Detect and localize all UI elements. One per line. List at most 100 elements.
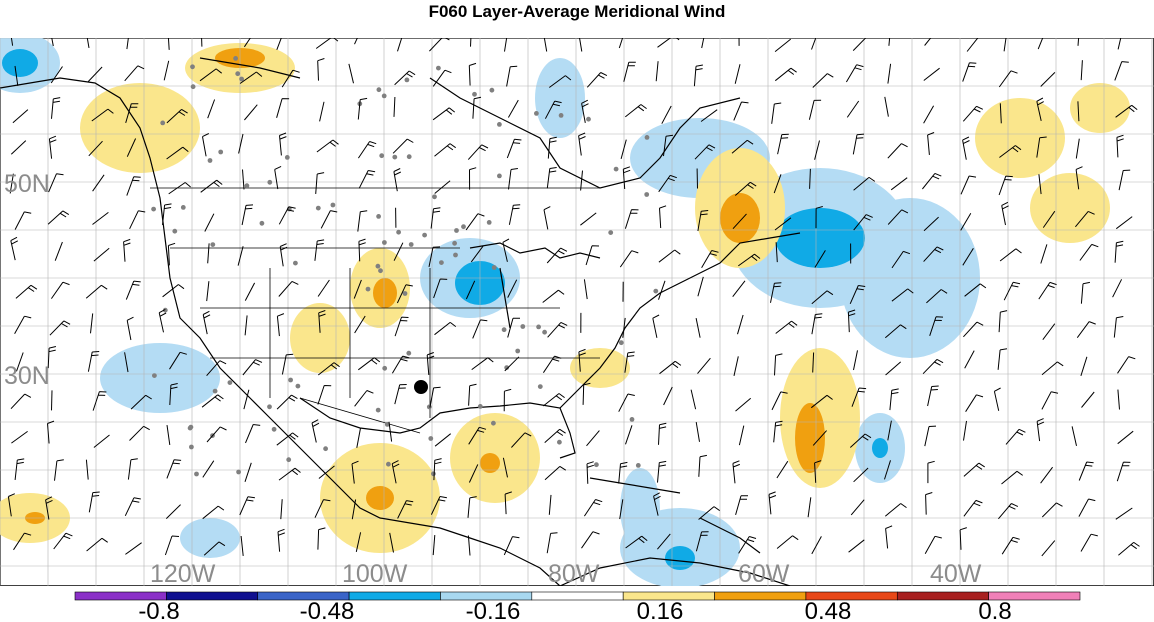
station-dot [382, 240, 387, 245]
station-dot [315, 205, 321, 211]
wind-barb [1036, 136, 1047, 158]
wind-barb [315, 38, 339, 49]
wind-barb [85, 459, 89, 480]
wind-barb [771, 391, 788, 411]
lat-label-50n: 50N [4, 170, 50, 198]
wind-barb [237, 246, 244, 266]
wind-barb [998, 310, 1008, 333]
wind-barb [430, 207, 441, 229]
wind-barb [922, 358, 944, 375]
wind-barb [244, 282, 256, 301]
colorbar-boxes [74, 591, 1081, 601]
wind-barb [15, 284, 38, 299]
wind-barb [964, 350, 975, 369]
wind-barb [624, 104, 647, 118]
wind-barb [1001, 201, 1009, 226]
wind-barb [53, 532, 73, 550]
wind-barb [357, 357, 381, 371]
wind-barb [543, 38, 548, 52]
wind-barb [433, 278, 448, 299]
wind-barb [1117, 38, 1122, 50]
wind-barb [661, 105, 672, 124]
wind-barb [811, 290, 834, 305]
station-dot [284, 155, 290, 160]
wind-barb [508, 168, 518, 190]
wind-barb [7, 493, 16, 517]
wind-barb [812, 430, 827, 446]
wind-barb [619, 499, 624, 520]
wind-barb [278, 280, 299, 297]
wind-barb [164, 535, 180, 556]
wind-barb [472, 319, 488, 339]
wind-barb [846, 100, 860, 118]
wind-barb [1117, 430, 1134, 445]
wind-barb [963, 462, 985, 477]
wind-barb [965, 394, 984, 412]
station-dot [608, 230, 614, 236]
wind-barb [1005, 428, 1026, 445]
wind-barb [929, 316, 944, 336]
negative-shade [620, 468, 660, 548]
wind-barb [625, 425, 633, 445]
wind-barb [434, 180, 451, 194]
wind-barb [1080, 356, 1088, 377]
station-dot [160, 120, 166, 126]
station-dot [491, 265, 497, 270]
wind-barb [51, 97, 61, 119]
wind-barb [278, 467, 301, 481]
wind-barb [1118, 169, 1131, 191]
wind-barb [775, 242, 778, 263]
wind-barb [124, 65, 145, 82]
wind-barb [166, 108, 188, 124]
station-dot [501, 327, 507, 333]
station-dot [381, 93, 387, 99]
wind-barb [426, 352, 435, 375]
wind-barb [394, 316, 409, 337]
wind-barb [1080, 60, 1083, 81]
wind-barb [93, 434, 110, 448]
station-dot [375, 263, 381, 269]
wind-barb [581, 531, 600, 549]
wind-barb [1003, 281, 1021, 301]
wind-barb [888, 38, 891, 46]
graticule [0, 38, 1154, 586]
wind-barb [624, 351, 635, 373]
wind-barb [1001, 536, 1020, 555]
wind-barb [129, 425, 150, 441]
station-dot [439, 260, 444, 265]
wind-barb [358, 238, 366, 262]
positive-shade [1070, 83, 1130, 133]
wind-barb [394, 70, 416, 86]
wind-barb [11, 430, 28, 444]
station-dot [187, 425, 193, 431]
wind-barb [279, 243, 288, 267]
wind-barb [884, 96, 889, 117]
wind-barb [357, 141, 377, 159]
wind-barb [732, 280, 746, 298]
wind-barb [203, 541, 226, 556]
wind-barb [698, 506, 720, 520]
wind-barb [1075, 138, 1080, 159]
wind-barb [734, 181, 757, 196]
colorbar-box [714, 591, 807, 601]
wind-barb [47, 346, 57, 369]
wind-barb [389, 532, 394, 553]
wind-barb [927, 385, 939, 407]
wind-barb [853, 467, 869, 483]
wind-barb [468, 383, 477, 406]
wind-barb [1081, 391, 1095, 408]
station-dot [194, 471, 199, 477]
wind-barb [12, 109, 29, 124]
station-dot [378, 268, 383, 274]
wind-barb [14, 211, 32, 230]
wind-barb [924, 38, 932, 46]
wind-barb [581, 99, 589, 123]
wind-barb [578, 348, 586, 372]
wind-barb [622, 166, 631, 190]
wind-barb [963, 499, 983, 517]
meridional-wind-map: 50N 30N 120W 100W 80W 60W 40W [0, 38, 1154, 586]
wind-barb [244, 315, 248, 336]
wind-barb [586, 461, 594, 484]
station-dot [635, 463, 641, 468]
wind-barb [165, 504, 181, 519]
